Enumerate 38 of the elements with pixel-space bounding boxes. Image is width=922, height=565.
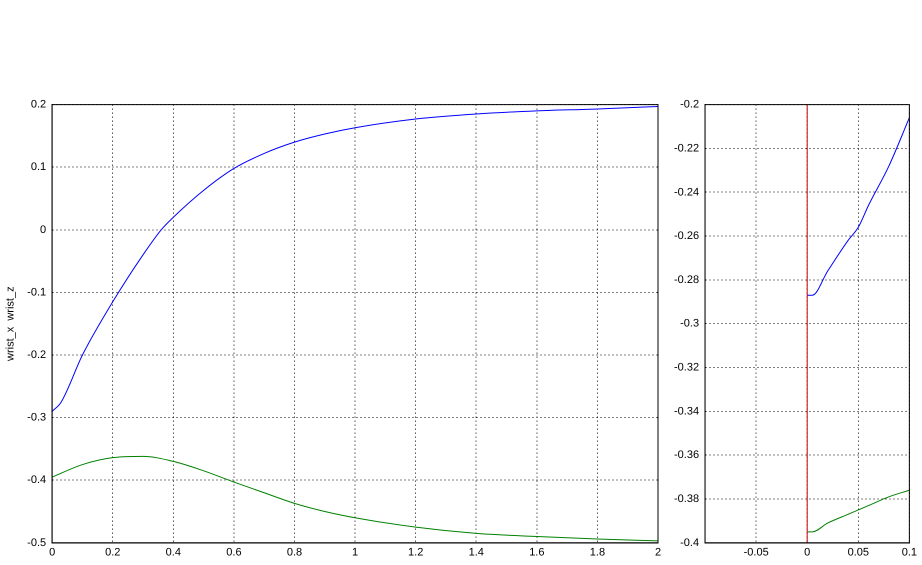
y-tick-label: -0.24 xyxy=(674,186,700,198)
x-tick-label: 1.8 xyxy=(590,546,606,558)
line-series xyxy=(806,117,910,296)
y-tick-label: -0.28 xyxy=(674,274,700,286)
line-series xyxy=(806,490,910,532)
x-tick-label: 1.2 xyxy=(408,546,424,558)
y-tick-label: -0.5 xyxy=(27,536,46,549)
y-axis-title: wrist_x wrist_z xyxy=(4,286,17,362)
x-tick-label: 0.1 xyxy=(902,546,918,558)
x-tick-label: 0 xyxy=(804,546,810,558)
y-tick-label: -0.4 xyxy=(27,474,46,486)
y-tick-label: 0 xyxy=(40,224,46,236)
y-tick-label: -0.34 xyxy=(674,405,700,418)
y-tick-label: -0.36 xyxy=(674,449,700,462)
y-tick-label: -0.2 xyxy=(27,349,46,362)
x-tick-label: 1.6 xyxy=(529,546,544,558)
y-tick-label: -0.3 xyxy=(680,318,700,330)
x-tick-label: 1.4 xyxy=(468,546,484,558)
x-tick-label: 0.05 xyxy=(848,546,869,558)
y-tick-label: -0.22 xyxy=(674,142,700,154)
x-tick-label: 0.8 xyxy=(286,546,302,558)
y-tick-label: -0.26 xyxy=(674,230,700,242)
y-tick-label: -0.32 xyxy=(674,362,700,374)
y-tick-label: 0.2 xyxy=(30,98,46,111)
x-tick-label: 0.2 xyxy=(105,546,120,558)
y-tick-label: -0.3 xyxy=(27,412,46,424)
x-tick-label: 2 xyxy=(654,546,662,558)
y-tick-label: -0.4 xyxy=(680,536,700,549)
x-tick-label: 0.6 xyxy=(226,546,242,558)
x-tick-label: -0.05 xyxy=(744,546,769,558)
y-tick-label: 0.1 xyxy=(30,161,46,174)
x-tick-label: 0 xyxy=(49,546,56,558)
line-series xyxy=(52,106,658,412)
y-tick-label: -0.2 xyxy=(680,98,700,111)
y-tick-label: -0.1 xyxy=(27,286,46,298)
x-tick-label: 0.4 xyxy=(166,546,181,558)
x-tick-label: 1 xyxy=(352,546,358,558)
y-tick-label: -0.38 xyxy=(674,493,700,506)
